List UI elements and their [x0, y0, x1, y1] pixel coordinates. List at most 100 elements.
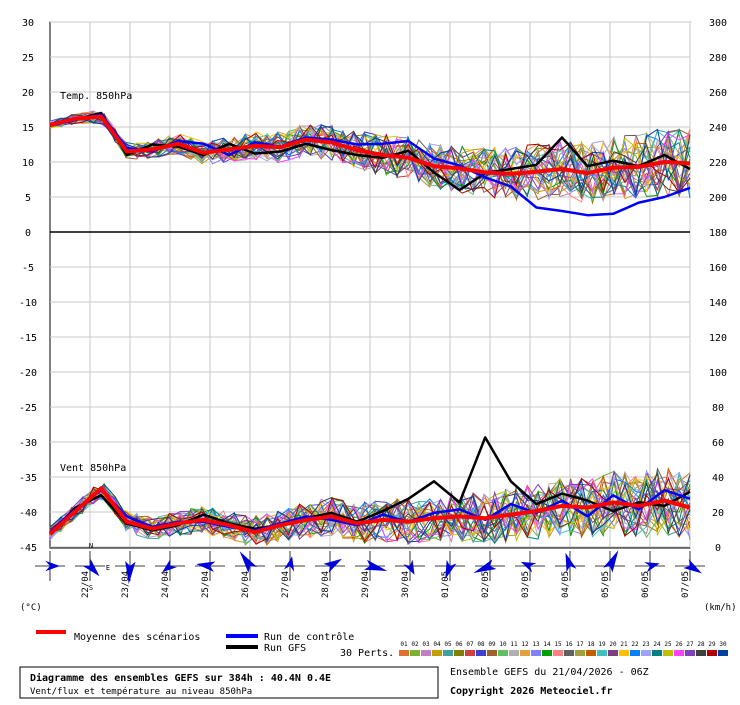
pert-number: 16 [565, 641, 573, 648]
pert-swatch [696, 650, 706, 656]
pert-swatch [652, 650, 662, 656]
footer-title: Diagramme des ensembles GEFS sur 384h : … [30, 672, 331, 684]
pert-number: 28 [697, 641, 705, 648]
temp-right-tick: 180 [709, 228, 727, 239]
pert-number: 03 [422, 641, 430, 648]
temp-left-tick: 10 [22, 158, 34, 169]
pert-swatch [597, 650, 607, 656]
wind-rose-icon [473, 551, 505, 581]
pert-swatch [509, 650, 519, 656]
wind-rose-icon [35, 551, 65, 581]
x-tick-label: 30/04 [401, 571, 411, 598]
pert-swatch [410, 650, 420, 656]
wind-right-tick: 20 [712, 508, 724, 519]
wind-mean-line [48, 486, 691, 536]
pert-number: 27 [686, 641, 694, 648]
temp-right-tick: 220 [709, 158, 727, 169]
wind-right-tick: 0 [715, 543, 721, 554]
pert-number: 25 [664, 641, 672, 648]
pert-swatch [432, 650, 442, 656]
pert-number: 14 [543, 641, 551, 648]
wind-roses: N S E [35, 542, 705, 592]
pert-swatch [630, 650, 640, 656]
pert-swatch [619, 650, 629, 656]
pert-swatch [421, 650, 431, 656]
temp-left-tick: 15 [22, 123, 34, 134]
wind-rose-icon [515, 551, 545, 581]
wind-rose-icon [75, 551, 105, 581]
pert-swatch [641, 650, 651, 656]
wind-right-tick: 60 [712, 438, 724, 449]
x-tick-label: 01/05 [441, 571, 451, 598]
pert-swatch [707, 650, 717, 656]
compass-e: E [106, 564, 110, 572]
wind-rose-icon [155, 551, 185, 581]
wind-left-tick: -15 [19, 333, 37, 344]
wind-rose-icon [675, 551, 705, 581]
pert-swatch [454, 650, 464, 656]
x-tick-label: 26/04 [241, 571, 251, 598]
pert-number: 26 [675, 641, 683, 648]
compass-s: S [89, 584, 93, 592]
x-tick-label: 02/05 [481, 571, 491, 598]
temp-left-tick: 30 [22, 18, 34, 29]
pert-swatch [718, 650, 728, 656]
pert-number: 11 [510, 641, 518, 648]
pert-swatch [542, 650, 552, 656]
pert-number: 19 [598, 641, 606, 648]
wind-right-tick: 120 [709, 333, 727, 344]
legend-perts-label: 30 Perts. [340, 648, 394, 659]
copyright: Copyright 2026 Meteociel.fr [450, 685, 613, 697]
pert-number: 08 [477, 641, 485, 648]
pert-temp-line-17 [49, 114, 691, 195]
pert-number: 23 [642, 641, 650, 648]
pert-number: 02 [411, 641, 419, 648]
pert-wind-line-30 [49, 478, 691, 543]
temp-left-tick: 25 [22, 53, 34, 64]
wind-rose-icon [115, 551, 145, 584]
pert-number: 30 [719, 641, 727, 648]
pert-number: 29 [708, 641, 716, 648]
temp-left-tick: 0 [25, 228, 31, 239]
wind-rose-icon [235, 551, 265, 581]
wind-rose-icon [555, 551, 585, 581]
pert-number: 05 [444, 641, 452, 648]
temp-left-tick: 20 [22, 88, 34, 99]
x-tick-label: 25/04 [201, 571, 211, 598]
pert-wind-line-23 [49, 470, 691, 544]
run-info: Ensemble GEFS du 21/04/2026 - 06Z [450, 667, 649, 678]
legend-mean-label: Moyenne des scénarios [74, 631, 200, 643]
pert-temp-line-30 [49, 117, 691, 196]
pert-number: 09 [488, 641, 496, 648]
wind-left-tick: -40 [19, 508, 37, 519]
wind-rose-icon [315, 551, 345, 581]
pert-swatch [674, 650, 684, 656]
temp-gfs-line [49, 111, 691, 192]
x-tick-label: 28/04 [321, 571, 331, 598]
wind-left-tick: -5 [22, 263, 34, 274]
x-tick-label: 04/05 [561, 571, 571, 598]
temp-right-tick: 240 [709, 123, 727, 134]
left-unit: (°C) [20, 603, 42, 613]
pert-temp-line-22 [49, 112, 691, 199]
pert-wind-line-29 [49, 477, 691, 545]
x-tick-label: 23/04 [121, 571, 131, 598]
x-tick-label: 03/05 [521, 571, 531, 598]
wind-left-tick: -45 [19, 543, 37, 554]
axes: 22/04 23/04 24/04 25/04 26/04 27/04 28/04 29/04… [19, 18, 727, 598]
legend: Moyenne des scénarios Run de contrôle Ru… [36, 630, 728, 659]
perturbation-legend: 01 02 03 04 05 06 07 08 09 10 11 12 13 14 15 16 17 18 19 20… [399, 641, 728, 656]
pert-number: 15 [554, 641, 562, 648]
x-tick-label: 29/04 [361, 571, 371, 598]
pert-swatch [586, 650, 596, 656]
footer-box: Diagramme des ensembles GEFS sur 384h : … [19, 666, 439, 699]
wind-rose-icon [635, 551, 665, 581]
legend-gfs-label: Run GFS [264, 643, 306, 654]
pert-number: 10 [499, 641, 507, 648]
pert-number: 24 [653, 641, 661, 648]
wind-left-tick: -20 [19, 368, 37, 379]
pert-number: 07 [466, 641, 474, 648]
temp-right-tick: 300 [709, 18, 727, 29]
wind-rose-icon [195, 551, 225, 581]
